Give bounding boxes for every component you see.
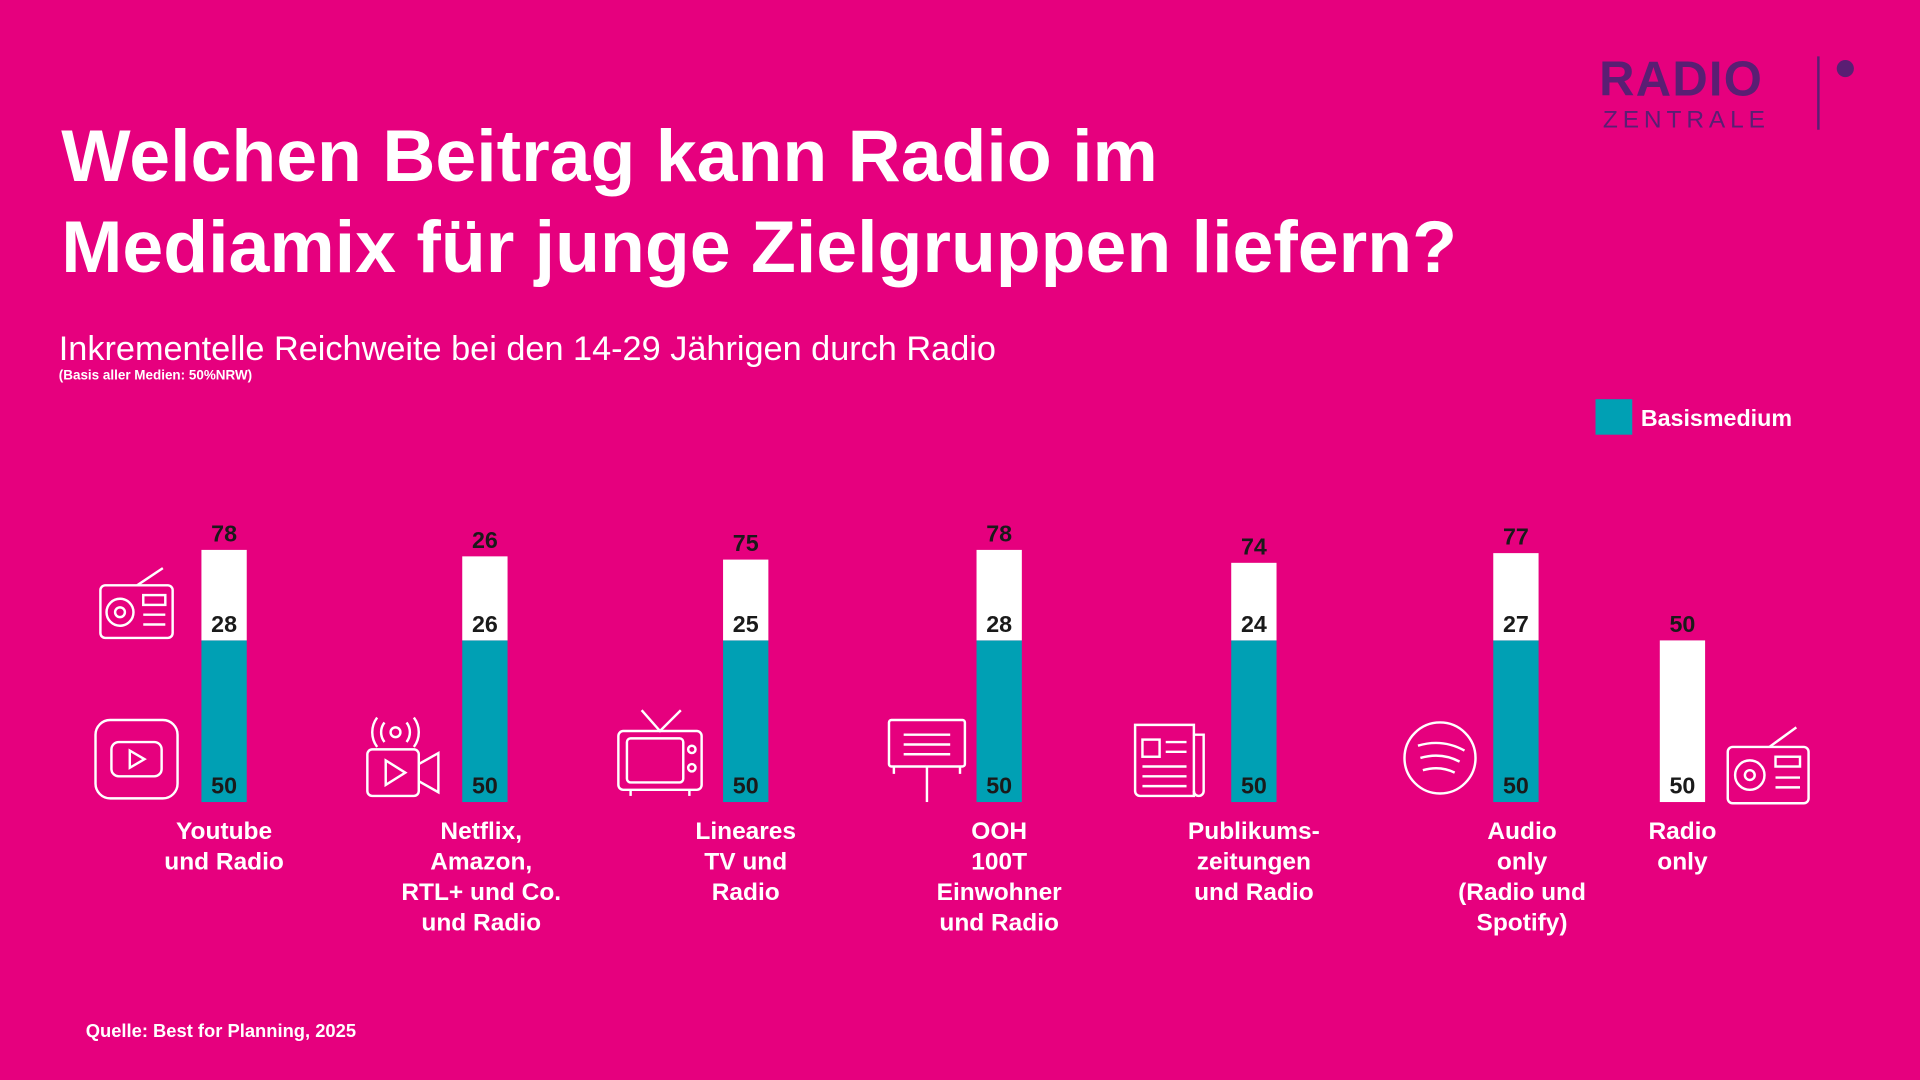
segment-label: 24 — [1241, 611, 1267, 637]
category-label: Amazon, — [430, 848, 532, 875]
legend-label: Basismedium — [1641, 405, 1792, 431]
category-label: Lineares — [695, 818, 796, 845]
segment-label: 50 — [1241, 772, 1267, 798]
total-label: 50 — [1670, 611, 1696, 637]
bar-segment — [723, 559, 769, 641]
total-label: 78 — [211, 520, 237, 546]
segment-label: 50 — [1670, 772, 1696, 798]
bar-segment — [462, 556, 508, 641]
bar-segment — [1231, 640, 1277, 803]
bar-segment — [1493, 640, 1539, 803]
total-label: 74 — [1241, 533, 1267, 559]
category-label: only — [1497, 848, 1548, 875]
category-label: Radio — [712, 879, 780, 906]
total-label: 78 — [986, 520, 1012, 546]
bar-segment — [1493, 553, 1539, 641]
icons — [94, 567, 1810, 805]
segment-label: 25 — [733, 611, 759, 637]
note: (Basis aller Medien: 50%NRW) — [59, 368, 252, 383]
category-label: und Radio — [939, 910, 1059, 937]
segment-label: 50 — [211, 772, 237, 798]
bar-segment — [1231, 562, 1277, 641]
bar-segment — [1659, 640, 1706, 803]
category-label: Audio — [1487, 818, 1556, 845]
bar-segment — [201, 549, 247, 641]
category-label: Publikums- — [1188, 818, 1320, 845]
source: Quelle: Best for Planning, 2025 — [86, 1020, 356, 1041]
total-label: 75 — [733, 530, 759, 556]
category-label: Netflix, — [440, 818, 522, 845]
total-label: 77 — [1503, 524, 1529, 550]
category-label: Radio — [1648, 818, 1716, 845]
bar-segment — [976, 549, 1022, 641]
category-label: und Radio — [164, 848, 284, 875]
logo-sub: ZENTRALE — [1603, 106, 1770, 133]
category-label: 100T — [971, 848, 1027, 875]
category-label: (Radio und — [1458, 879, 1586, 906]
segment-label: 50 — [1503, 772, 1529, 798]
category-label: und Radio — [1194, 879, 1314, 906]
bar-segment — [976, 640, 1022, 803]
segment-label: 50 — [733, 772, 759, 798]
segment-label: 27 — [1503, 611, 1529, 637]
category-label: RTL+ und Co. — [401, 879, 561, 906]
category-label: Einwohner — [937, 879, 1063, 906]
category-label: only — [1657, 848, 1708, 875]
logo-dot — [1836, 60, 1854, 78]
segment-label: 50 — [986, 772, 1012, 798]
category-label: zeitungen — [1197, 848, 1311, 875]
category-label: Youtube — [176, 818, 272, 845]
category-label: OOH — [971, 818, 1027, 845]
title-line: Mediamix für junge Zielgruppen liefern? — [61, 205, 1457, 288]
title-line: Welchen Beitrag kann Radio im — [61, 114, 1158, 197]
legend-swatch — [1595, 399, 1633, 435]
segment-label: 28 — [211, 611, 237, 637]
segment-label: 26 — [472, 611, 498, 637]
category-label: Spotify) — [1477, 910, 1568, 937]
segment-label: 50 — [472, 772, 498, 798]
bar-segment — [723, 640, 769, 803]
category-label: und Radio — [421, 910, 541, 937]
total-label: 26 — [472, 527, 498, 553]
category-label: TV und — [704, 848, 787, 875]
logo-main: RADIO — [1599, 53, 1763, 107]
bar-segment — [462, 640, 508, 803]
subtitle: Inkrementelle Reichweite bei den 14-29 J… — [59, 330, 996, 368]
bar-segment — [201, 640, 247, 803]
segment-label: 28 — [986, 611, 1012, 637]
